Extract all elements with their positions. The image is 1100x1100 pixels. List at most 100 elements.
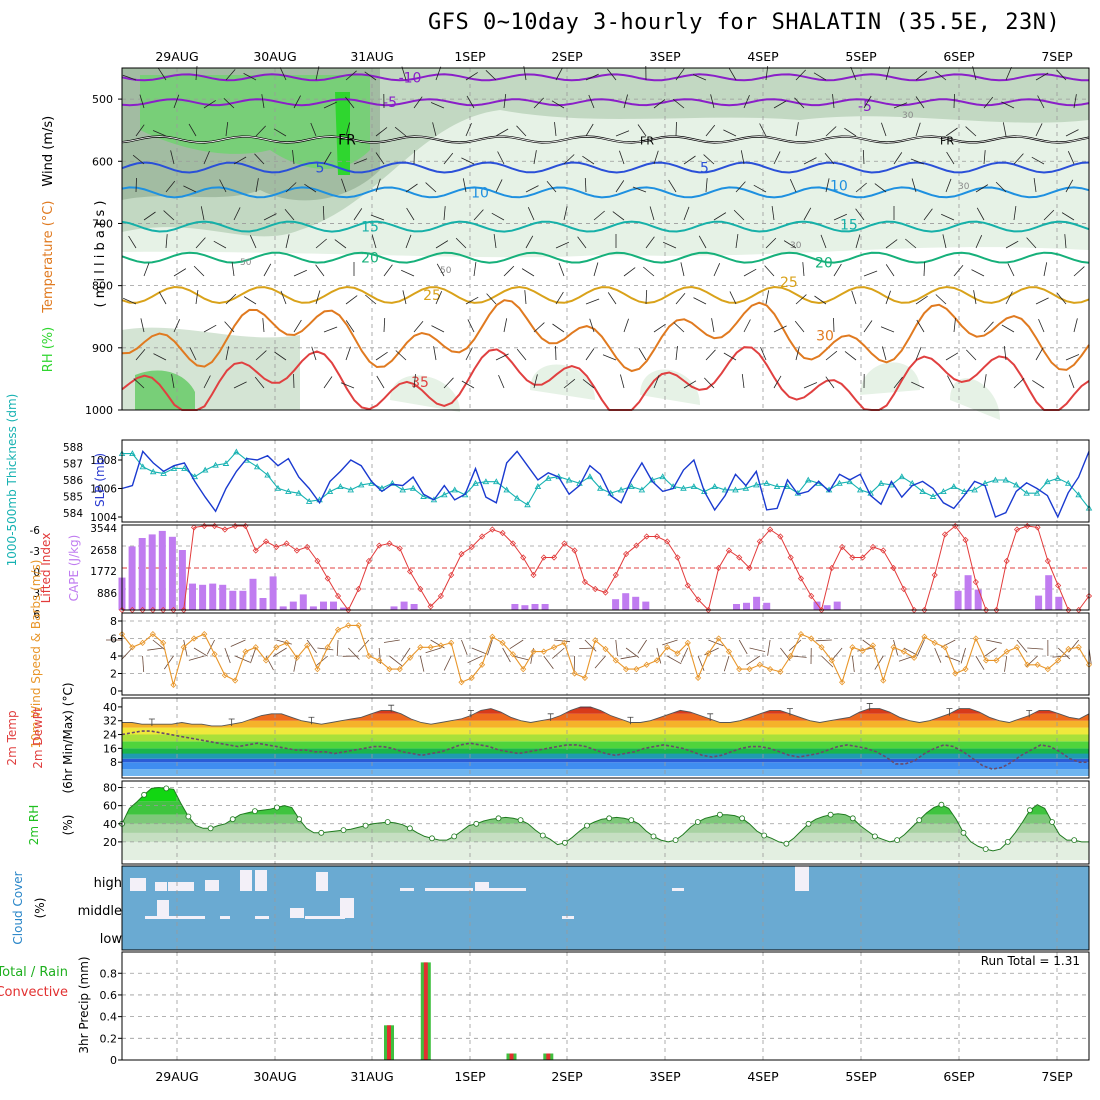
wind10-point	[160, 639, 167, 646]
wind-barb	[135, 177, 137, 193]
wind10-point	[612, 657, 619, 664]
wind10-point	[983, 657, 990, 664]
wind10-barb	[317, 647, 334, 651]
thickness-point	[732, 486, 739, 493]
wind10-point	[252, 644, 259, 651]
wind-barb	[173, 94, 180, 109]
temp-band	[122, 741, 1089, 749]
rh-tick-label: 80	[103, 782, 117, 795]
wind-barb	[885, 239, 898, 249]
isotherm-label: FR	[940, 135, 954, 148]
rh2m-point	[362, 822, 369, 829]
rh2m-point	[938, 801, 945, 808]
wind-barb	[473, 209, 484, 221]
isotherm-label: 25	[780, 275, 798, 291]
precip-frame	[121, 951, 1090, 1061]
wind-barb	[462, 178, 467, 193]
isotherm-label: 15	[361, 220, 379, 236]
wind-barb	[893, 152, 903, 165]
wind-barb	[195, 290, 199, 305]
li-point	[1044, 557, 1051, 565]
wind-barb	[1026, 237, 1037, 249]
cape-tick-label: 2658	[90, 545, 117, 557]
wind10-barb	[357, 639, 370, 653]
thickness-point	[586, 473, 594, 480]
cloud-bar	[305, 916, 345, 919]
wind-barb	[705, 178, 708, 193]
cape-bar	[158, 530, 166, 610]
li-point	[900, 585, 907, 593]
thickness-point	[1012, 481, 1020, 488]
cape-bar	[320, 601, 327, 610]
wind-barb	[443, 206, 446, 221]
temp-max-mark	[547, 713, 554, 721]
thickness-point	[139, 463, 147, 470]
thickness-point	[919, 488, 926, 494]
wind-barb	[323, 151, 332, 165]
thickness-point	[409, 484, 417, 491]
temp-ylabel-1: 2m Temp	[5, 710, 19, 765]
wind-barb	[802, 262, 805, 277]
thickness-point	[285, 488, 292, 494]
wind-barb	[672, 98, 685, 109]
wind10-barb	[697, 655, 705, 671]
wind-barb	[915, 71, 928, 81]
wind-barb	[643, 266, 655, 277]
wind-barb	[789, 179, 797, 193]
wind-barb	[310, 122, 317, 137]
wind-barb	[637, 124, 647, 137]
wind-barb	[703, 154, 715, 165]
wind-barb	[713, 263, 721, 277]
cape-bar	[269, 576, 277, 610]
wind-barb	[274, 351, 287, 361]
wind10-point	[900, 648, 907, 655]
thickness-point	[701, 488, 708, 494]
wind10-barb	[815, 639, 832, 642]
cloud-bar	[205, 880, 219, 891]
rh2m-point	[1049, 819, 1055, 825]
li-point	[458, 550, 465, 558]
wind-barb	[855, 234, 861, 249]
cape-bar	[199, 584, 207, 610]
cape-bar	[763, 602, 771, 610]
wind10-point	[952, 670, 959, 677]
thickness-point	[1075, 491, 1082, 498]
wind-barb	[497, 151, 505, 165]
wind-barb	[983, 96, 994, 109]
wind-barb	[693, 297, 707, 305]
temp-band	[122, 727, 1089, 735]
wind-barb	[1035, 72, 1049, 81]
rh2m-point	[827, 811, 834, 818]
wind-barb	[947, 375, 955, 389]
wind-barb	[345, 320, 355, 333]
thickness-point	[836, 479, 843, 486]
wind-barb	[375, 152, 385, 165]
wind10-point	[139, 639, 146, 646]
wind10-point	[232, 677, 239, 684]
isotherm-4	[121, 186, 1090, 199]
precip-convective-bar	[423, 962, 428, 1060]
slp-line	[121, 450, 1090, 519]
wind-barb	[233, 156, 247, 165]
wind-barb	[279, 67, 287, 81]
wind-barb	[735, 234, 739, 249]
wind-barb	[851, 290, 857, 305]
thickness-point	[753, 481, 760, 488]
li-point	[232, 522, 239, 530]
cloud-bar	[145, 916, 205, 919]
wind-barb	[728, 67, 737, 81]
wind-barb	[759, 123, 767, 137]
pressure-tick-label: 900	[92, 342, 113, 355]
wind-barb	[364, 71, 377, 81]
wind-barb	[1032, 380, 1045, 389]
li-point	[499, 529, 506, 537]
wind10-point	[540, 648, 547, 655]
li-point	[489, 526, 496, 533]
cape-bar	[753, 596, 761, 610]
wind10-point	[427, 644, 434, 651]
cross-section-frame	[121, 67, 1090, 411]
wind-barb	[498, 374, 505, 389]
rh-contour-label: 30	[958, 182, 970, 192]
temp-tick-label: 8	[110, 756, 117, 769]
wind-barb	[413, 321, 424, 333]
